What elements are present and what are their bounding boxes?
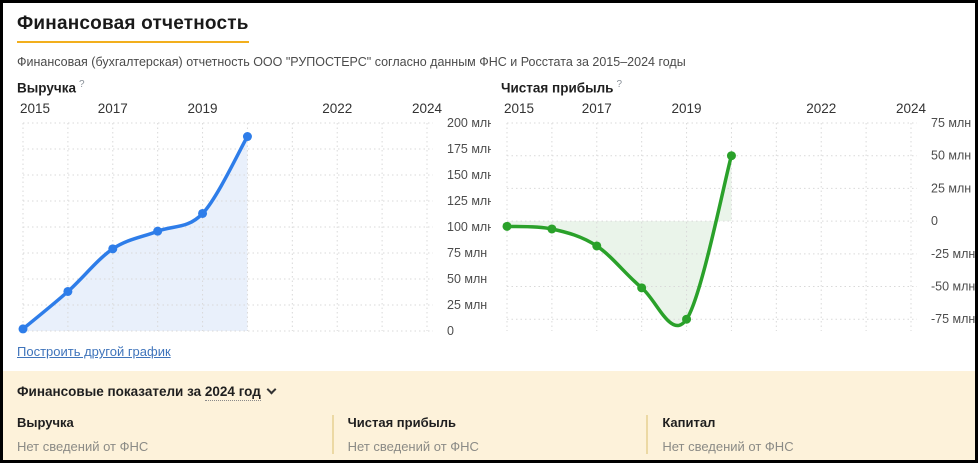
charts-row: Выручка? 2015 2017 2019 2022 2024 200 млн 175 … [17,79,975,339]
x-tick-label: 2015 [504,101,534,116]
x-tick-label: 2022 [322,101,352,116]
x-tick-label: 2022 [806,101,836,116]
data-point[interactable] [63,286,73,296]
y-tick-label: 125 млн [447,194,491,208]
data-point[interactable] [726,151,736,161]
y-tick-label: 75 млн [931,116,971,130]
net-profit-chart-title-row: Чистая прибыль? [501,79,975,99]
data-point[interactable] [242,132,252,142]
year-selector[interactable]: 2024 год [204,384,277,401]
y-tick-label: 75 млн [447,246,487,260]
x-tick-label: 2024 [412,101,443,116]
chevron-down-icon[interactable] [266,384,277,395]
data-point[interactable] [637,283,647,293]
data-point[interactable] [18,324,28,334]
x-tick-label: 2017 [582,101,612,116]
y-tick-label: 175 млн [447,142,491,156]
financial-indicators-panel: Финансовые показатели за 2024 год Выручк… [3,371,975,460]
y-tick-label: -50 млн [931,280,975,294]
grid-lines [22,122,433,332]
y-tick-label: 200 млн [447,116,491,130]
build-link-row: Построить другой график [17,343,961,361]
x-tick-label: 2019 [188,101,218,116]
help-icon[interactable]: ? [78,79,85,90]
data-point[interactable] [153,226,163,236]
revenue-chart-title: Выручка [17,80,76,96]
data-point[interactable] [502,221,512,231]
data-point[interactable] [592,241,602,251]
indicator-value: Нет сведений от ФНС [662,439,794,454]
y-tick-label: -25 млн [931,247,975,261]
x-tick-label: 2015 [20,101,50,116]
page-title: Финансовая отчетность [17,13,249,43]
indicator-revenue: Выручка Нет сведений от ФНС [17,415,332,454]
x-tick-label: 2019 [672,101,702,116]
data-point[interactable] [682,314,692,324]
revenue-chart-canvas: 2015 2017 2019 2022 2024 200 млн 175 млн 150 мл… [18,101,491,338]
y-tick-label: -75 млн [931,312,975,326]
y-tick-label: 50 млн [931,149,971,163]
indicator-capital: Капитал Нет сведений от ФНС [646,415,961,454]
y-tick-label: 25 млн [931,181,971,195]
indicator-value: Нет сведений от ФНС [17,439,149,454]
indicator-label: Капитал [662,415,716,430]
indicator-value: Нет сведений от ФНС [347,439,479,454]
indicator-label: Выручка [17,415,74,430]
year-selector-value[interactable]: 2024 год [204,384,261,401]
indicators-title-prefix: Финансовые показатели за [17,384,202,399]
help-icon[interactable]: ? [616,79,623,90]
indicators-columns: Выручка Нет сведений от ФНС Чистая прибы… [17,415,961,454]
y-tick-label: 0 [931,214,938,228]
y-tick-label: 100 млн [447,220,491,234]
data-point[interactable] [108,244,118,254]
y-tick-label: 150 млн [447,168,491,182]
revenue-chart-block: Выручка? 2015 2017 2019 2022 2024 200 млн 175 … [17,79,491,339]
y-tick-label: 0 [447,324,454,338]
data-point[interactable] [198,208,208,218]
net-profit-chart-block: Чистая прибыль? 2015 2017 2019 2022 2024 75 м… [501,79,975,339]
revenue-chart-title-row: Выручка? [17,79,491,99]
y-tick-label: 50 млн [447,272,487,286]
net-profit-chart-title: Чистая прибыль [501,80,614,96]
data-point[interactable] [547,224,557,234]
indicators-panel-title: Финансовые показатели за 2024 год [17,384,961,401]
net-profit-chart-canvas: 2015 2017 2019 2022 2024 75 млн 50 млн 25 млн 0 -… [502,101,975,331]
series-area [507,155,732,326]
build-other-chart-link[interactable]: Построить другой график [17,344,171,359]
x-tick-label: 2017 [98,101,128,116]
page-subtitle: Финансовая (бухгалтерская) отчетность ОО… [17,55,686,69]
x-tick-label: 2024 [896,101,927,116]
indicator-net-profit: Чистая прибыль Нет сведений от ФНС [331,415,647,454]
indicator-label: Чистая прибыль [347,415,456,430]
report-content: Финансовая отчетность Финансовая (бухгал… [3,3,975,361]
y-tick-label: 25 млн [447,298,487,312]
